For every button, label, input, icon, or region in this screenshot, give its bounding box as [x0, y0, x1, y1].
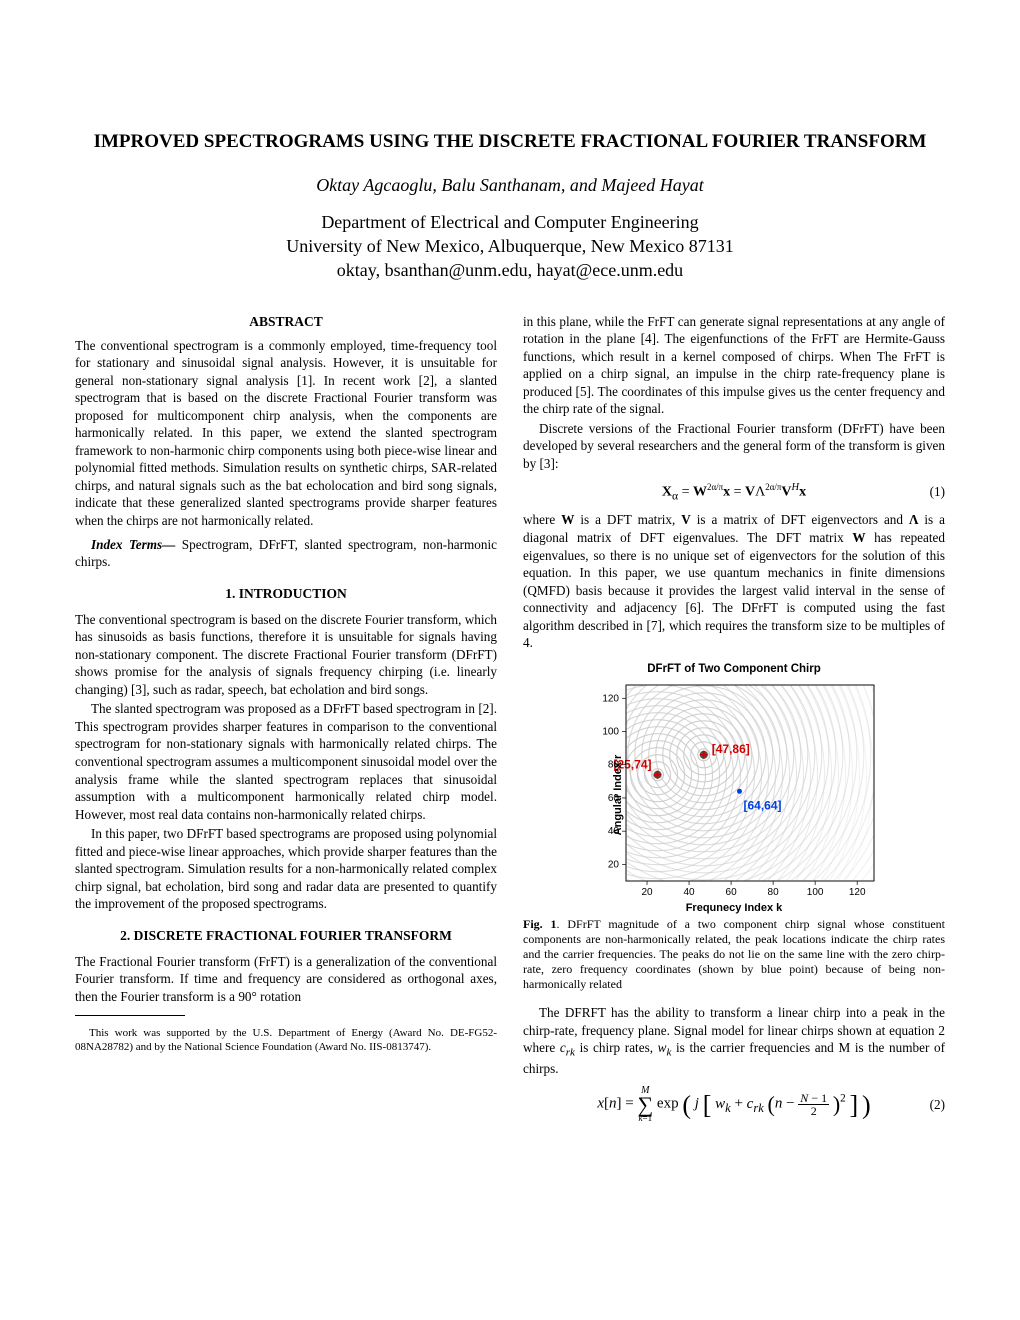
page: IMPROVED SPECTROGRAMS USING THE DISCRETE… [0, 0, 1020, 1320]
sec1-p1: The conventional spectrogram is based on… [75, 611, 497, 699]
equation-1: Xα = W2α/πx = VΛ2α/πVHx (1) [523, 481, 945, 504]
svg-text:100: 100 [807, 887, 824, 898]
section-1-heading: 1. INTRODUCTION [75, 585, 497, 603]
col2-p3: where W is a DFT matrix, V is a matrix o… [523, 511, 945, 651]
svg-text:20: 20 [608, 860, 620, 871]
svg-text:120: 120 [602, 693, 619, 704]
footnote: This work was supported by the U.S. Depa… [75, 1027, 497, 1055]
eq2-body: x[n] = M ∑ k=1 exp ( j [ wk + crk (n − N… [597, 1086, 870, 1123]
figure-1-title: DFrFT of Two Component Chirp [523, 662, 945, 677]
affiliation: Department of Electrical and Computer En… [75, 210, 945, 283]
abstract-text: The conventional spectrogram is a common… [75, 337, 497, 530]
svg-text:120: 120 [849, 887, 866, 898]
figure-1-xlabel: Frequnecy Index k [686, 901, 783, 916]
figure-1-ylabel: Angular Index r [611, 755, 626, 836]
section-2-heading: 2. DISCRETE FRACTIONAL FOURIER TRANSFORM [75, 927, 497, 945]
svg-text:100: 100 [602, 727, 619, 738]
svg-text:60: 60 [726, 887, 738, 898]
sec2-p1: The Fractional Fourier transform (FrFT) … [75, 953, 497, 1006]
authors: Oktay Agcaoglu, Balu Santhanam, and Maje… [75, 175, 945, 196]
figure-1-chart: Angular Index r [25,74][47,86][64,64]204… [584, 679, 884, 911]
svg-text:80: 80 [768, 887, 780, 898]
equation-2: x[n] = M ∑ k=1 exp ( j [ wk + crk (n − N… [523, 1086, 945, 1123]
col2-p1: in this plane, while the FrFT can genera… [523, 313, 945, 418]
index-terms-label: Index Terms— [91, 537, 175, 552]
svg-text:[64,64]: [64,64] [743, 798, 781, 812]
figure-1-caption: Fig. 1. DFrFT magnitude of a two compone… [523, 917, 945, 992]
affiliation-line-2: University of New Mexico, Albuquerque, N… [286, 236, 733, 256]
svg-text:[47,86]: [47,86] [712, 742, 750, 756]
index-terms: Index Terms— Spectrogram, DFrFT, slanted… [75, 536, 497, 571]
affiliation-line-1: Department of Electrical and Computer En… [321, 212, 698, 232]
figure-1: DFrFT of Two Component Chirp Angular Ind… [523, 662, 945, 992]
left-column: ABSTRACT The conventional spectrogram is… [75, 313, 497, 1132]
footnote-rule [75, 1015, 185, 1016]
col2-p2: Discrete versions of the Fractional Four… [523, 420, 945, 473]
col2-p4: The DFRFT has the ability to transform a… [523, 1004, 945, 1078]
eq2-number: (2) [930, 1096, 945, 1114]
figure-1-label: Fig. 1 [523, 917, 557, 931]
eq1-number: (1) [930, 483, 945, 501]
svg-text:20: 20 [641, 887, 653, 898]
sec1-p3: In this paper, two DFrFT based spectrogr… [75, 825, 497, 913]
svg-text:40: 40 [683, 887, 695, 898]
paper-title: IMPROVED SPECTROGRAMS USING THE DISCRETE… [75, 130, 945, 155]
right-column: in this plane, while the FrFT can genera… [523, 313, 945, 1132]
abstract-heading: ABSTRACT [75, 313, 497, 331]
figure-1-svg: [25,74][47,86][64,64]2040608010012020406… [584, 679, 884, 911]
sec1-p2: The slanted spectrogram was proposed as … [75, 700, 497, 823]
eq1-body: Xα = W2α/πx = VΛ2α/πVHx [662, 481, 806, 504]
affiliation-line-3: oktay, bsanthan@unm.edu, hayat@ece.unm.e… [337, 260, 683, 280]
two-column-body: ABSTRACT The conventional spectrogram is… [75, 313, 945, 1132]
